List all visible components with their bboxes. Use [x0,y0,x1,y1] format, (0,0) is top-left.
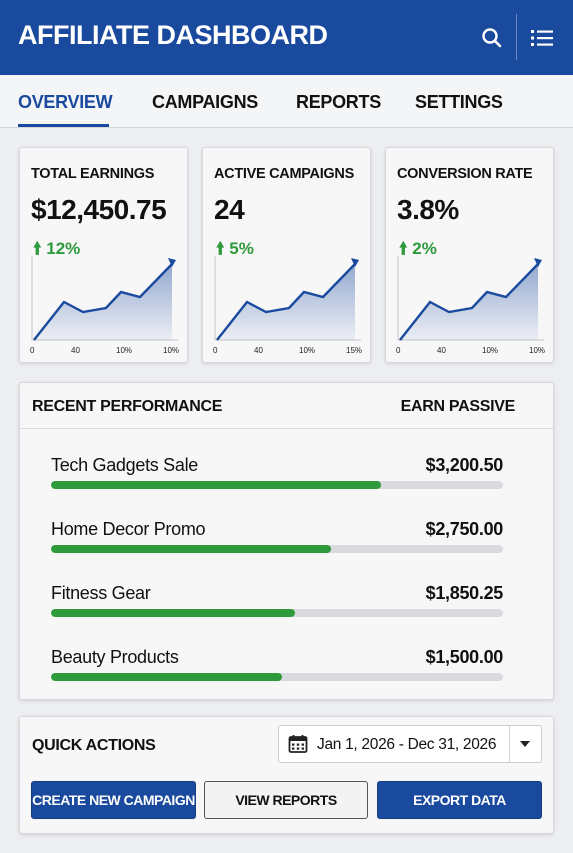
campaign-amount: $2,750.00 [425,519,504,539]
campaign-amount: $3,200.50 [425,455,504,475]
stat-label: CONVERSION RATE [397,166,533,182]
stat-value: 24 [214,194,245,225]
stat-card-active-campaigns: ACTIVE CAMPAIGNS 24 🠙 5% 0 40 10% 15% [202,147,371,363]
panel-title: RECENT PERFORMANCE [32,398,223,415]
create-campaign-button[interactable]: CREATE NEW CAMPAIGN [31,781,196,819]
stat-label: ACTIVE CAMPAIGNS [214,166,354,182]
tab-campaigns[interactable]: CAMPAIGNS [152,92,258,112]
quick-actions-panel: QUICK ACTIONS Jan 1, 2026 - Dec 31, 2026… [19,716,554,834]
panel-header-label: EARN PASSIVE [400,398,516,415]
list-menu-icon[interactable] [528,24,556,52]
date-range-value: Jan 1, 2026 - Dec 31, 2026 [317,736,497,753]
axis-tick: 40 [71,346,80,355]
axis-tick: 15% [346,346,363,355]
campaign-name: Beauty Products [51,647,179,667]
axis-tick: 40 [437,346,446,355]
calendar-icon [288,735,308,753]
select-divider [509,726,510,762]
campaign-name: Tech Gadgets Sale [51,455,198,475]
axis-tick: 10% [299,346,316,355]
axis-tick: 0 [30,346,35,355]
progress-bar [51,481,503,489]
list-item[interactable]: Tech Gadgets Sale $3,200.50 [51,455,503,495]
stat-card-total-earnings: TOTAL EARNINGS $12,450.75 🠙 12% 0 40 10%… [19,147,188,363]
search-icon[interactable] [478,24,506,52]
chevron-down-icon[interactable] [520,741,530,747]
app-title: AFFILIATE DASHBOARD [18,20,328,50]
progress-fill [51,673,282,681]
stat-card-conversion-rate: CONVERSION RATE 3.8% 🠙 2% 0 40 10% 10% [385,147,554,363]
stat-delta: 🠙 5% [216,239,254,258]
panel-title: QUICK ACTIONS [32,737,156,754]
sparkline-chart [31,256,178,341]
recent-performance-panel: RECENT PERFORMANCE EARN PASSIVE Tech Gad… [19,382,554,700]
list-item[interactable]: Beauty Products $1,500.00 [51,647,503,687]
stat-value: $12,450.75 [31,194,167,225]
axis-tick: 40 [254,346,263,355]
axis-tick: 10% [482,346,499,355]
progress-bar [51,673,503,681]
export-data-button[interactable]: EXPORT DATA [377,781,542,819]
progress-bar [51,545,503,553]
progress-fill [51,545,332,553]
campaign-name: Home Decor Promo [51,519,206,539]
header-divider [516,14,517,60]
progress-fill [51,481,381,489]
tab-settings[interactable]: SETTINGS [415,92,503,112]
campaign-name: Fitness Gear [51,583,151,603]
panel-header: RECENT PERFORMANCE EARN PASSIVE [20,383,553,429]
arrow-up-icon: 🠙 [399,239,408,258]
campaign-amount: $1,500.00 [425,647,504,667]
stat-delta: 🠙 2% [399,239,437,258]
list-item[interactable]: Home Decor Promo $2,750.00 [51,519,503,559]
app-header: AFFILIATE DASHBOARD [0,0,573,75]
stat-delta: 🠙 12% [33,239,81,258]
axis-tick: 10% [163,346,180,355]
active-tab-indicator [18,124,109,127]
view-reports-button[interactable]: VIEW REPORTS [204,781,368,819]
progress-fill [51,609,296,617]
progress-bar [51,609,503,617]
campaign-amount: $1,850.25 [425,583,504,603]
axis-tick: 0 [213,346,218,355]
axis-tick: 10% [116,346,133,355]
axis-tick: 0 [396,346,401,355]
axis-tick: 10% [529,346,546,355]
tab-overview[interactable]: OVERVIEW [18,92,113,112]
arrow-up-icon: 🠙 [33,239,42,258]
stat-value: 3.8% [397,194,459,225]
tab-bar: OVERVIEW CAMPAIGNS REPORTS SETTINGS [0,75,573,128]
sparkline-chart [214,256,361,341]
stat-label: TOTAL EARNINGS [31,166,155,182]
arrow-up-icon: 🠙 [216,239,225,258]
sparkline-chart [397,256,544,341]
tab-reports[interactable]: REPORTS [296,92,381,112]
date-range-select[interactable]: Jan 1, 2026 - Dec 31, 2026 [278,725,542,763]
list-item[interactable]: Fitness Gear $1,850.25 [51,583,503,623]
